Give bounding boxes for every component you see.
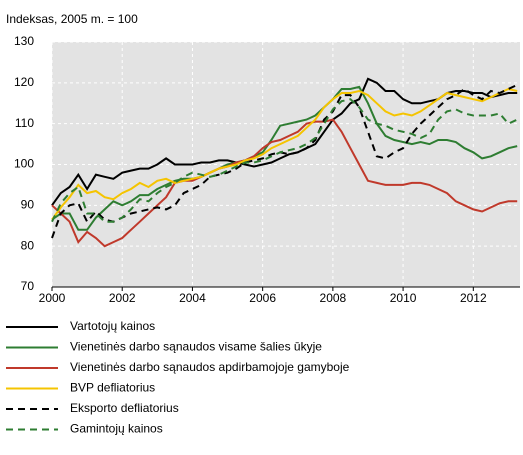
y-tick-label: 110 xyxy=(15,116,34,130)
series-line xyxy=(51,98,518,223)
y-axis-title: Indeksas, 2005 m. = 100 xyxy=(6,12,138,26)
y-tick-label: 90 xyxy=(21,198,35,212)
legend-label: Vienetinės darbo sąnaudos apdirbamojoje … xyxy=(70,360,350,374)
series-line xyxy=(51,83,518,239)
series-line xyxy=(51,118,518,248)
y-tick-label: 130 xyxy=(14,34,34,48)
x-tick-label: 2004 xyxy=(179,291,206,305)
legend-label: Vartotojų kainos xyxy=(70,319,155,333)
x-tick-label: 2006 xyxy=(249,291,276,305)
y-tick-label: 80 xyxy=(21,238,35,252)
x-tick-label: 2008 xyxy=(320,291,347,305)
y-tick-label: 120 xyxy=(14,75,34,89)
x-tick-label: 2012 xyxy=(460,291,487,305)
legend-label: Eksporto defliatorius xyxy=(70,401,179,415)
series-line xyxy=(51,85,518,231)
series-line xyxy=(51,87,518,221)
legend-label: Gamintojų kainos xyxy=(70,422,163,436)
legend-label: BVP defliatorius xyxy=(70,381,155,395)
y-tick-label: 70 xyxy=(21,279,35,293)
legend-label: Vienetinės darbo sąnaudos visame šalies … xyxy=(70,340,322,354)
x-tick-label: 2002 xyxy=(109,291,136,305)
x-tick-label: 2010 xyxy=(390,291,417,305)
x-tick-label: 2000 xyxy=(39,291,66,305)
y-tick-label: 100 xyxy=(14,157,34,171)
